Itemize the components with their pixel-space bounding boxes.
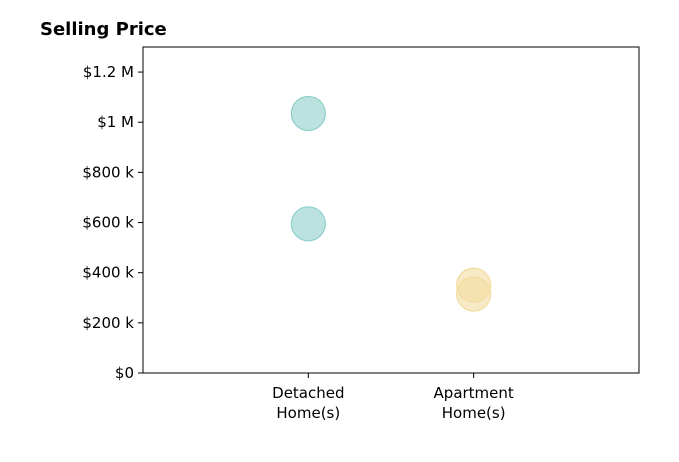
y-tick-label: $0 [115, 364, 134, 382]
data-point [290, 95, 326, 132]
y-tick-label: $400 k [82, 264, 134, 282]
y-tick-label: $600 k [82, 214, 134, 232]
y-tick-label: $200 k [82, 314, 134, 332]
x-axis: Detached Home(s) Apartment Home(s) [272, 373, 514, 422]
x-tick-label: Apartment Home(s) [434, 384, 514, 422]
data-points [290, 95, 492, 312]
data-point [456, 276, 492, 312]
chart-title: Selling Price [40, 19, 167, 40]
plot-area-frame [142, 46, 640, 374]
x-tick-label: Detached Home(s) [272, 384, 344, 422]
y-tick-label: $1 M [97, 113, 134, 131]
y-axis: $0 $200 k $400 k $600 k $800 k $1 M $1.2 M [82, 63, 143, 382]
y-tick-label: $800 k [82, 163, 134, 181]
y-tick-label: $1.2 M [83, 63, 134, 81]
data-point [290, 206, 326, 242]
